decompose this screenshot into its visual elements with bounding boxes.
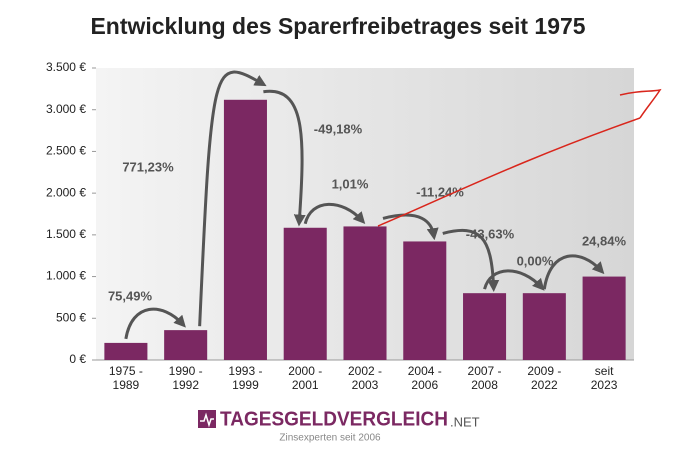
y-tick-label: 2.500 € — [46, 144, 86, 158]
x-tick-line: 2002 - — [348, 364, 382, 378]
x-tick-line: 1999 — [232, 378, 259, 392]
x-tick-label: 1975 -1989 — [109, 364, 143, 392]
x-tick-label: 2002 -2003 — [348, 364, 382, 392]
change-label: -43,63% — [466, 226, 515, 241]
x-tick-line: 1992 — [172, 378, 199, 392]
bar — [343, 226, 387, 360]
x-tick-line: 1993 - — [228, 364, 262, 378]
x-tick-label: 2007 -2008 — [468, 364, 502, 392]
change-arrow — [442, 228, 500, 292]
x-tick-line: 1989 — [113, 378, 140, 392]
y-tick-label: 500 € — [56, 310, 86, 324]
change-arrow — [263, 89, 306, 227]
y-tick-label: 1.000 € — [46, 269, 86, 283]
bar — [223, 99, 267, 360]
y-tick-label: 2.000 € — [46, 185, 86, 199]
change-arrow — [483, 269, 545, 291]
bar — [582, 276, 626, 360]
change-label: 0,00% — [517, 253, 554, 268]
x-tick-label: 2004 -2006 — [408, 364, 442, 392]
y-tick-label: 1.500 € — [46, 227, 86, 241]
x-tick-label: 2009 -2022 — [527, 364, 561, 392]
change-arrow — [382, 213, 439, 241]
x-tick-line: 1990 - — [169, 364, 203, 378]
hand-drawn-line — [377, 88, 662, 227]
bar — [283, 227, 327, 360]
x-tick-line: 2022 — [531, 378, 558, 392]
x-tick-line: 2006 — [411, 378, 438, 392]
chart-title: Entwicklung des Sparerfreibetrages seit … — [91, 13, 586, 39]
change-arrow — [124, 307, 186, 340]
x-tick-label: seit 2023 — [591, 364, 618, 392]
change-label: 771,23% — [122, 159, 174, 174]
change-label: 75,49% — [108, 288, 153, 303]
x-tick-label: 1993 -1999 — [228, 364, 262, 392]
bar — [522, 293, 566, 360]
logo: TAGESGELDVERGLEICH .NET Zinsexperten sei… — [198, 408, 480, 444]
x-tick-line: 2001 — [292, 378, 319, 392]
x-tick-line: 1975 - — [109, 364, 143, 378]
bar — [104, 342, 148, 360]
y-tick-label: 3.000 € — [46, 102, 86, 116]
change-label: 24,84% — [582, 233, 627, 248]
y-tick-label: 3.500 € — [46, 60, 86, 74]
change-label: 1,01% — [332, 176, 369, 191]
logo-tagline: Zinsexperten seit 2006 — [279, 433, 381, 444]
change-label: -11,24% — [416, 184, 464, 199]
logo-suffix: .NET — [450, 414, 480, 429]
x-tick-line: seit — [595, 364, 614, 378]
change-label: -49,18% — [314, 121, 363, 136]
x-tick-line: 2003 — [352, 378, 379, 392]
change-arrow — [542, 254, 605, 290]
x-tick-line: 2009 - — [527, 364, 561, 378]
x-tick-label: 1990 -1992 — [169, 364, 203, 392]
x-tick-line: 2000 - — [288, 364, 322, 378]
y-tick-label: 0 € — [69, 352, 86, 366]
bar — [463, 293, 507, 360]
x-tick-line: 2004 - — [408, 364, 442, 378]
bar — [164, 330, 208, 360]
x-tick-line: 2007 - — [468, 364, 502, 378]
change-arrow — [303, 202, 366, 225]
bar — [403, 241, 447, 360]
x-tick-line: 2023 — [591, 378, 618, 392]
x-tick-label: 2000 -2001 — [288, 364, 322, 392]
logo-pulse — [200, 412, 214, 428]
x-tick-line: 2008 — [471, 378, 498, 392]
logo-brand: TAGESGELDVERGLEICH — [220, 408, 448, 430]
change-arrow — [198, 70, 267, 327]
